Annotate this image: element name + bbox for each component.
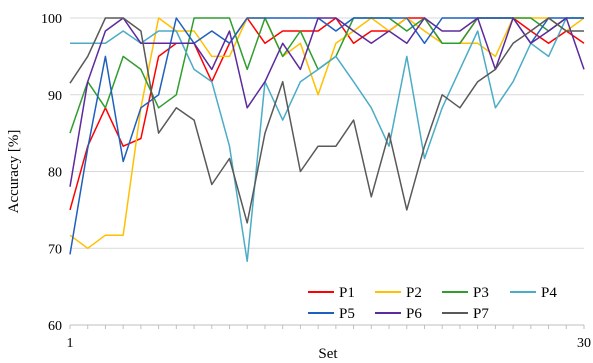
legend-label-p6: P6 bbox=[406, 306, 422, 322]
x-axis-title: Set bbox=[318, 346, 338, 362]
series-line-p6 bbox=[69, 17, 585, 187]
y-tick-label: 90 bbox=[48, 89, 62, 104]
legend-bg bbox=[373, 283, 433, 301]
legend-label-p4: P4 bbox=[541, 285, 557, 301]
legend-label-p1: P1 bbox=[339, 285, 355, 301]
series-line-p7 bbox=[69, 17, 584, 224]
y-axis-ticks: 60 70 80 90 100 bbox=[41, 12, 62, 334]
legend-bg bbox=[306, 283, 366, 301]
series-line-p1 bbox=[69, 17, 585, 211]
legend-bg bbox=[508, 283, 568, 301]
legend-label-p5: P5 bbox=[339, 306, 355, 322]
legend-label-p3: P3 bbox=[473, 285, 489, 301]
legend-bg bbox=[440, 283, 500, 301]
series-line-p5 bbox=[69, 17, 584, 255]
legend-bg bbox=[306, 304, 366, 322]
x-axis-ticks: 1 30 bbox=[67, 325, 591, 351]
series-line-p4 bbox=[70, 17, 584, 263]
legend-bg bbox=[440, 304, 500, 322]
legend-bg bbox=[373, 304, 433, 322]
legend-label-p2: P2 bbox=[406, 285, 422, 301]
y-tick-label: 60 bbox=[48, 319, 62, 334]
series-lines bbox=[69, 17, 585, 263]
x-tick-label: 1 bbox=[67, 336, 74, 351]
y-axis-title: Accuracy [%] bbox=[6, 130, 22, 214]
legend-label-p7: P7 bbox=[473, 306, 489, 322]
y-tick-label: 100 bbox=[41, 12, 62, 27]
y-tick-label: 80 bbox=[48, 166, 62, 181]
legend: P1 P2 P3 P4 P5 P6 P7 bbox=[306, 283, 568, 322]
x-tick-label: 30 bbox=[577, 336, 591, 351]
y-tick-label: 70 bbox=[48, 242, 62, 257]
